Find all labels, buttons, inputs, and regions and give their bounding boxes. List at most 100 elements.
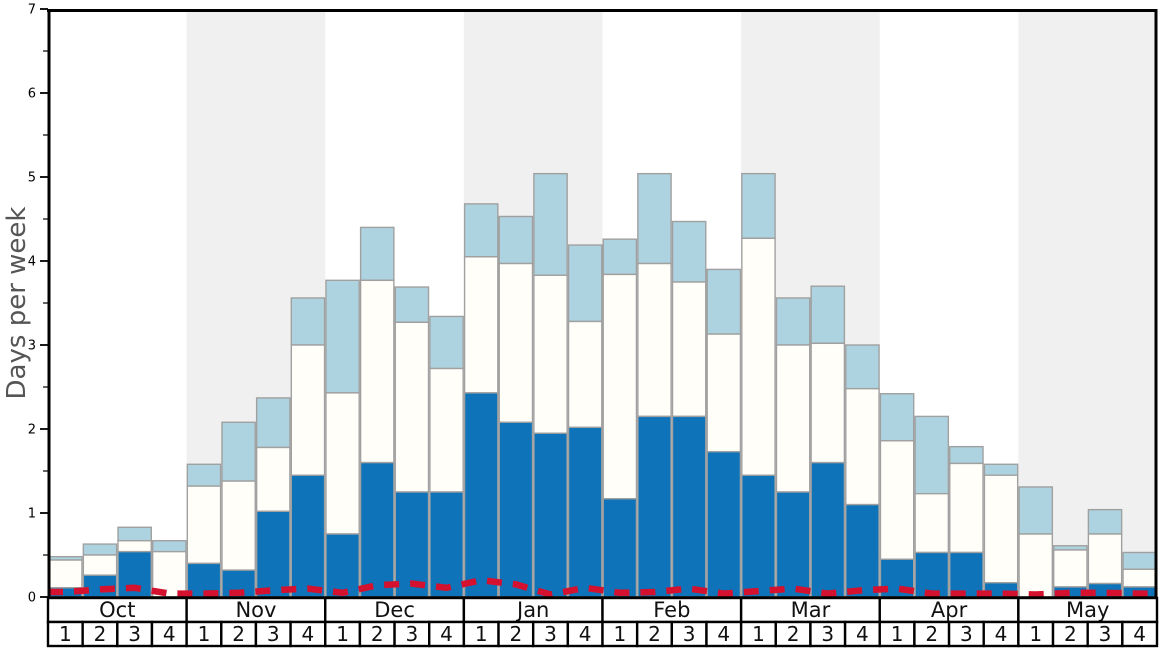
bar-segment-white	[567, 320, 603, 429]
bar-segment-white	[117, 540, 152, 553]
week-number-label: 3	[406, 622, 419, 646]
bar-segment-dark-blue	[671, 415, 707, 598]
bar-segment-white	[325, 392, 360, 535]
bar-segment-dark-blue	[498, 421, 534, 598]
bar-segment-light-blue	[394, 286, 430, 324]
bar-segment-dark-blue	[567, 426, 603, 598]
bar-segment-dark-blue	[533, 432, 568, 598]
month-label-box	[1017, 596, 1159, 624]
week-number-box	[1121, 620, 1159, 648]
week-number-label: 3	[683, 622, 696, 646]
week-number-label: 2	[371, 622, 384, 646]
bar-segment-light-blue	[429, 315, 464, 370]
month-label: May	[1066, 598, 1109, 622]
y-axis-title: Days per week	[2, 206, 32, 400]
bar-segment-white	[394, 321, 430, 493]
bar-segment-dark-blue	[325, 533, 360, 598]
week-number-label: 1	[891, 622, 904, 646]
week-number-label: 2	[648, 622, 661, 646]
week-number-label: 4	[1133, 622, 1146, 646]
bar-segment-white	[255, 446, 291, 513]
bar-segment-white	[775, 344, 811, 493]
month-label-box	[462, 596, 604, 624]
bar-segment-light-blue	[533, 172, 568, 276]
bar-segment-white	[949, 462, 984, 554]
bar-segment-light-blue	[255, 397, 291, 449]
week-number-label: 4	[163, 622, 176, 646]
bar-segment-dark-blue	[602, 498, 638, 598]
bar-segment-dark-blue	[845, 503, 880, 598]
bar-segment-dark-blue	[810, 461, 846, 598]
bar-segment-light-blue	[359, 226, 395, 282]
week-number-label: 2	[925, 622, 938, 646]
week-number-label: 3	[1099, 622, 1112, 646]
y-tick-label: 4	[28, 255, 36, 270]
bar-segment-dark-blue	[637, 415, 672, 598]
bar-segment-white	[983, 474, 1019, 584]
bar-segment-white	[879, 440, 915, 560]
bar-segment-white	[845, 387, 880, 506]
y-tick-label: 2	[28, 423, 36, 438]
bar-segment-dark-blue	[429, 491, 464, 598]
y-tick-label: 1	[28, 507, 36, 522]
bar-segment-light-blue	[290, 297, 326, 346]
week-number-label: 1	[198, 622, 211, 646]
week-number-label: 2	[232, 622, 245, 646]
bar-segment-light-blue	[741, 172, 776, 240]
week-number-box	[1051, 620, 1089, 648]
bar-segment-dark-blue	[359, 461, 395, 598]
bar-segment-white	[533, 274, 568, 434]
week-number-box	[150, 620, 188, 648]
bar-segment-light-blue	[117, 526, 152, 542]
bar-segment-light-blue	[914, 415, 950, 495]
week-number-box	[220, 620, 258, 648]
bar-segment-light-blue	[637, 172, 672, 265]
bar-segment-light-blue	[151, 540, 187, 553]
bar-segment-dark-blue	[394, 491, 430, 598]
bar-segment-white	[810, 342, 846, 464]
bar-segment-dark-blue	[706, 450, 742, 598]
bar-segment-light-blue	[82, 543, 118, 556]
week-number-box	[254, 620, 292, 648]
y-tick-label: 0	[28, 591, 36, 606]
week-number-label: 2	[787, 622, 800, 646]
week-number-label: 3	[960, 622, 973, 646]
bar-segment-white	[1018, 533, 1054, 598]
week-number-label: 2	[1064, 622, 1077, 646]
week-number-box	[670, 620, 708, 648]
bar-segment-white	[221, 480, 256, 571]
bar-segment-light-blue	[983, 463, 1019, 476]
red-dashed-line	[48, 576, 1157, 598]
y-tick-label: 7	[28, 3, 36, 18]
week-number-label: 1	[752, 622, 765, 646]
bar-segment-light-blue	[498, 215, 534, 265]
week-number-box	[497, 620, 535, 648]
bar-segment-white	[48, 559, 83, 589]
y-tick-label: 5	[28, 171, 36, 186]
bar-segment-white	[463, 256, 499, 394]
bar-segment-light-blue	[1087, 508, 1123, 535]
bar-segment-white	[290, 344, 326, 476]
week-number-box	[1017, 620, 1055, 648]
bar-segment-dark-blue	[463, 392, 499, 598]
week-number-label: 3	[128, 622, 141, 646]
week-number-label: 4	[302, 622, 315, 646]
week-number-label: 2	[94, 622, 107, 646]
month-label: Feb	[653, 598, 690, 622]
bar-segment-dark-blue	[949, 551, 984, 598]
month-label: Jan	[515, 598, 549, 622]
bar-segment-white	[429, 367, 464, 493]
week-number-box	[462, 620, 500, 648]
bar-segment-white	[706, 333, 742, 453]
bar-segment-light-blue	[463, 203, 499, 258]
week-number-label: 4	[440, 622, 453, 646]
week-number-box	[705, 620, 743, 648]
week-number-box	[635, 620, 674, 648]
week-number-box	[46, 620, 84, 648]
bar-segment-white	[741, 237, 776, 476]
bar-segment-light-blue	[602, 238, 638, 276]
week-number-label: 1	[613, 622, 626, 646]
bar-segment-light-blue	[325, 279, 360, 394]
